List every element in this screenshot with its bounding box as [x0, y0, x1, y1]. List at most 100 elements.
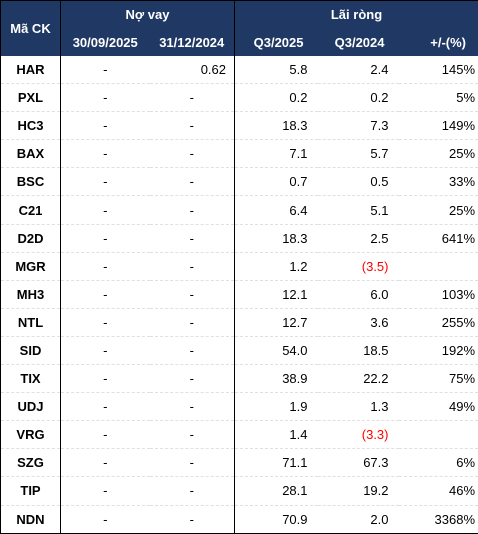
cell-profit-q3-2025: 18.3	[235, 112, 318, 140]
cell-change: 25%	[399, 140, 478, 168]
cell-debt-2024: -	[150, 224, 235, 252]
header-symbol: Mã CK	[1, 1, 61, 57]
cell-debt-2024: -	[150, 140, 235, 168]
header-debt-q3-2025: 30/09/2025	[61, 28, 150, 56]
cell-debt-2024: -	[150, 421, 235, 449]
cell-symbol: SZG	[1, 449, 61, 477]
cell-profit-q3-2025: 1.9	[235, 393, 318, 421]
cell-debt-2024: -	[150, 112, 235, 140]
cell-change: 641%	[399, 224, 478, 252]
cell-symbol: C21	[1, 196, 61, 224]
cell-debt-q3-2025: -	[61, 280, 150, 308]
cell-change: 103%	[399, 280, 478, 308]
cell-profit-q3-2025: 6.4	[235, 196, 318, 224]
cell-debt-2024: -	[150, 308, 235, 336]
header-profit-q3-2024: Q3/2024	[318, 28, 399, 56]
cell-debt-q3-2025: -	[61, 196, 150, 224]
cell-debt-q3-2025: -	[61, 84, 150, 112]
cell-change: 149%	[399, 112, 478, 140]
cell-change: 46%	[399, 477, 478, 505]
cell-profit-q3-2025: 28.1	[235, 477, 318, 505]
cell-debt-q3-2025: -	[61, 336, 150, 364]
cell-debt-q3-2025: -	[61, 168, 150, 196]
cell-profit-q3-2024: 7.3	[318, 112, 399, 140]
cell-debt-2024: -	[150, 252, 235, 280]
cell-symbol: D2D	[1, 224, 61, 252]
cell-profit-q3-2024: 19.2	[318, 477, 399, 505]
header-debt-group: Nợ vay	[61, 1, 235, 29]
cell-change: 33%	[399, 168, 478, 196]
cell-profit-q3-2024: 5.7	[318, 140, 399, 168]
cell-debt-2024: -	[150, 280, 235, 308]
cell-symbol: NDN	[1, 505, 61, 533]
cell-symbol: NTL	[1, 308, 61, 336]
cell-symbol: PXL	[1, 84, 61, 112]
cell-change: 6%	[399, 449, 478, 477]
cell-change: 25%	[399, 196, 478, 224]
cell-profit-q3-2025: 1.2	[235, 252, 318, 280]
cell-debt-2024: 0.62	[150, 56, 235, 84]
cell-profit-q3-2025: 1.4	[235, 421, 318, 449]
cell-profit-q3-2024: 1.3	[318, 393, 399, 421]
cell-debt-q3-2025: -	[61, 224, 150, 252]
cell-symbol: MH3	[1, 280, 61, 308]
header-change: +/-(%)	[399, 28, 478, 56]
cell-debt-q3-2025: -	[61, 56, 150, 84]
cell-change: 5%	[399, 84, 478, 112]
cell-profit-q3-2025: 38.9	[235, 365, 318, 393]
cell-profit-q3-2024: 67.3	[318, 449, 399, 477]
cell-symbol: BSC	[1, 168, 61, 196]
cell-profit-q3-2024: (3.5)	[318, 252, 399, 280]
cell-profit-q3-2024: 2.0	[318, 505, 399, 533]
cell-profit-q3-2024: 22.2	[318, 365, 399, 393]
cell-profit-q3-2024: 5.1	[318, 196, 399, 224]
cell-symbol: HC3	[1, 112, 61, 140]
cell-profit-q3-2025: 70.9	[235, 505, 318, 533]
cell-change	[399, 252, 478, 280]
cell-change	[399, 421, 478, 449]
cell-profit-q3-2025: 18.3	[235, 224, 318, 252]
cell-profit-q3-2024: 18.5	[318, 336, 399, 364]
table-header: Mã CK Nợ vay Lãi ròng 30/09/2025 31/12/2…	[1, 1, 478, 57]
cell-profit-q3-2025: 5.8	[235, 56, 318, 84]
cell-debt-2024: -	[150, 336, 235, 364]
cell-profit-q3-2025: 7.1	[235, 140, 318, 168]
cell-symbol: VRG	[1, 421, 61, 449]
cell-change: 255%	[399, 308, 478, 336]
cell-debt-2024: -	[150, 365, 235, 393]
cell-debt-2024: -	[150, 505, 235, 533]
cell-profit-q3-2024: 6.0	[318, 280, 399, 308]
table-row: VRG--1.4(3.3)	[1, 421, 478, 449]
cell-debt-2024: -	[150, 477, 235, 505]
cell-debt-q3-2025: -	[61, 505, 150, 533]
cell-symbol: UDJ	[1, 393, 61, 421]
cell-profit-q3-2024: 3.6	[318, 308, 399, 336]
cell-debt-q3-2025: -	[61, 421, 150, 449]
cell-change: 3368%	[399, 505, 478, 533]
cell-debt-2024: -	[150, 393, 235, 421]
cell-profit-q3-2024: 0.2	[318, 84, 399, 112]
cell-debt-q3-2025: -	[61, 308, 150, 336]
cell-debt-q3-2025: -	[61, 393, 150, 421]
cell-change: 49%	[399, 393, 478, 421]
cell-symbol: MGR	[1, 252, 61, 280]
cell-debt-q3-2025: -	[61, 112, 150, 140]
cell-profit-q3-2025: 71.1	[235, 449, 318, 477]
cell-profit-q3-2025: 0.7	[235, 168, 318, 196]
cell-profit-q3-2025: 12.7	[235, 308, 318, 336]
cell-change: 192%	[399, 336, 478, 364]
cell-profit-q3-2024: (3.3)	[318, 421, 399, 449]
